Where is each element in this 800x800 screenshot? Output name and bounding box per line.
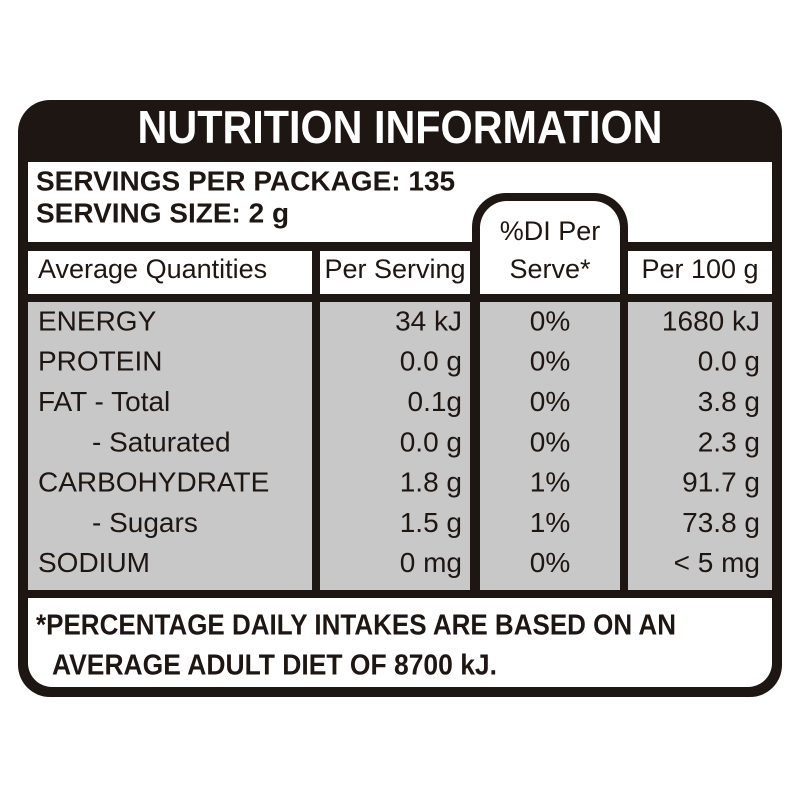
cell-text: FAT - Total	[38, 386, 170, 417]
header-text: Serve*	[509, 254, 591, 284]
cell-text: 0.1g	[408, 386, 463, 417]
footnote-line: AVERAGE ADULT DIET OF 8700 kJ.	[52, 650, 497, 682]
data-cell	[320, 302, 470, 590]
cell-text: 1%	[530, 507, 570, 538]
cell-text: 0 mg	[400, 547, 462, 578]
footnote-line: *PERCENTAGE DAILY INTAKES ARE BASED ON A…	[36, 610, 676, 642]
cell-text: 1.8 g	[400, 467, 462, 498]
header-cell	[320, 251, 470, 294]
cell-text: 34 kJ	[395, 305, 462, 336]
servings-line: SERVING SIZE: 2 g	[36, 197, 289, 228]
cell-text: 0.0 g	[400, 346, 462, 377]
header-text: %DI Per	[500, 216, 601, 246]
cell-text: 73.8 g	[682, 507, 760, 538]
cell-text: 0%	[530, 426, 570, 457]
cell-text: 3.8 g	[698, 386, 760, 417]
servings-line: SERVINGS PER PACKAGE: 135	[36, 165, 455, 196]
header-cell	[28, 251, 312, 294]
cell-text: CARBOHYDRATE	[38, 467, 269, 498]
cell-text: 0%	[530, 547, 570, 578]
data-cell	[28, 302, 312, 590]
title: NUTRITION INFORMATION	[138, 101, 663, 153]
cell-text: 91.7 g	[682, 467, 760, 498]
cell-text: 0.0 g	[400, 426, 462, 457]
cell-text: 0.0 g	[698, 346, 760, 377]
cell-text: 1680 kJ	[662, 305, 760, 336]
footnote-panel	[28, 598, 772, 638]
cell-text: 0%	[530, 346, 570, 377]
header-cell	[480, 260, 620, 294]
header-text: Per Serving	[324, 254, 465, 284]
servings-panel	[28, 162, 772, 242]
cell-text: 0%	[530, 305, 570, 336]
header-cell	[628, 251, 772, 294]
data-cell	[628, 302, 772, 590]
cell-text: < 5 mg	[674, 547, 760, 578]
data-cell	[480, 302, 620, 590]
cell-text: ENERGY	[38, 305, 157, 336]
cell-text: 1%	[530, 467, 570, 498]
cell-text: PROTEIN	[38, 346, 162, 377]
cell-text: SODIUM	[38, 547, 150, 578]
header-text: Per 100 g	[641, 254, 758, 284]
cell-text: 2.3 g	[698, 426, 760, 457]
header-text: Average Quantities	[38, 254, 267, 284]
cell-text: 0%	[530, 386, 570, 417]
cell-text: 1.5 g	[400, 507, 462, 538]
cell-text: - Saturated	[92, 426, 231, 457]
cell-text: - Sugars	[92, 507, 198, 538]
